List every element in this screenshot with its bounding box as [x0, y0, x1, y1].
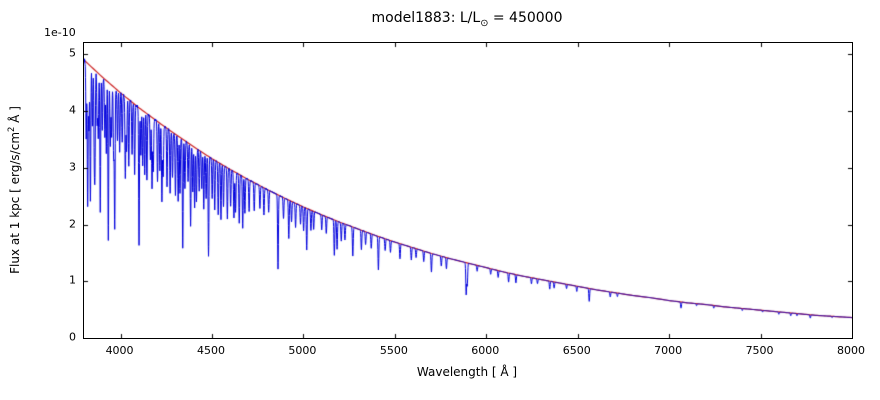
plot-title-prefix: model1883: L/L [371, 10, 481, 26]
y-axis-offset-text: 1e-10 [44, 26, 76, 39]
x-tick-label: 4500 [197, 344, 225, 357]
x-tick-label: 6000 [471, 344, 500, 357]
y-axis-label-suffix: Å ] [8, 105, 22, 127]
sun-symbol: ⊙ [480, 17, 489, 29]
x-tick-label: 5500 [379, 344, 408, 357]
y-axis-label: Flux at 1 kpc [ erg/s/cm2 Å ] [6, 106, 22, 274]
y-tick-label: 0 [69, 330, 76, 344]
y-axis-label-wrap: Flux at 1 kpc [ erg/s/cm2 Å ] [4, 42, 24, 337]
plot-title: model1883: L/L⊙ = 450000 [83, 10, 851, 29]
x-tick-label: 8000 [837, 344, 865, 357]
x-axis-label: Wavelength [ Å ] [416, 365, 518, 379]
y-tick-label: 5 [69, 46, 76, 60]
x-tick-label: 4000 [105, 344, 134, 357]
y-tick-label: 2 [69, 217, 76, 231]
y-axis-label-prefix: Flux at 1 kpc [ erg/s/cm [8, 131, 22, 274]
y-tick-label: 3 [69, 160, 76, 174]
x-tick-label: 5000 [288, 344, 317, 357]
plot-title-suffix: = 450000 [488, 10, 563, 26]
x-tick-label: 7000 [654, 344, 683, 357]
y-axis-label-sup: 2 [6, 126, 16, 132]
plot-area [83, 42, 853, 339]
y-tick-label: 4 [69, 103, 76, 117]
x-tick-label: 7500 [745, 344, 774, 357]
spectrum-plot-canvas [84, 43, 852, 338]
y-tick-label: 1 [69, 273, 76, 287]
x-tick-label: 6500 [562, 344, 591, 357]
